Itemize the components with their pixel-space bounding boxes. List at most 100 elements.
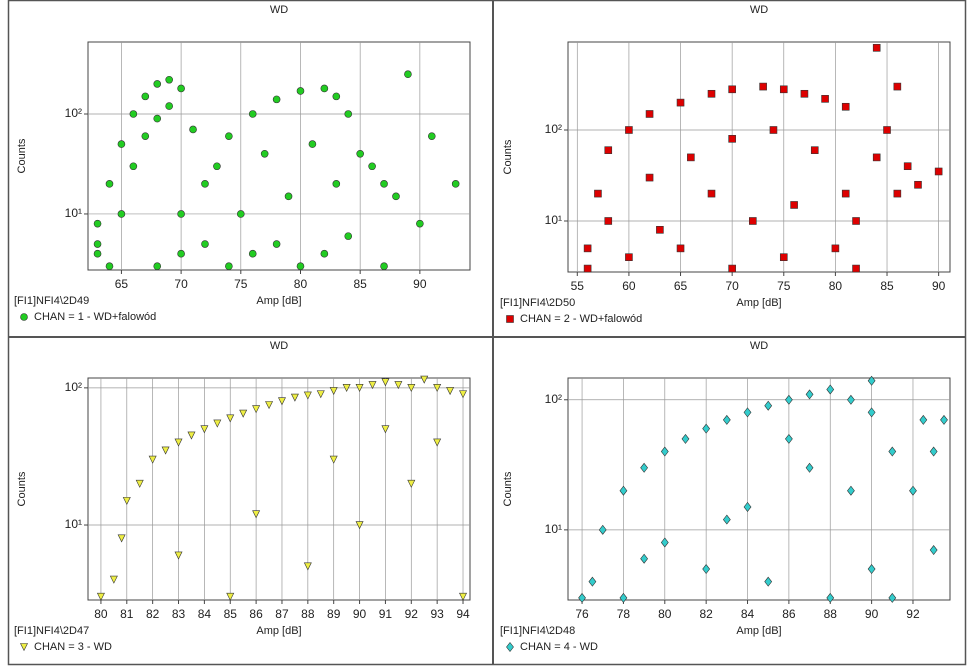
y-axis-label: Counts: [16, 138, 28, 173]
data-point: [404, 70, 412, 79]
x-tick-label: 87: [275, 607, 289, 621]
x-tick-label: 90: [865, 607, 879, 621]
data-point: [852, 217, 860, 225]
legend-marker: [20, 313, 28, 321]
x-tick-label: 86: [782, 607, 796, 621]
data-point: [177, 84, 185, 93]
data-point: [759, 82, 767, 91]
data-point: [265, 401, 274, 410]
y-axis-label: Counts: [502, 471, 514, 506]
plot-area: [87, 377, 471, 601]
data-point: [728, 264, 736, 273]
data-point: [645, 173, 654, 182]
data-point: [893, 189, 902, 198]
data-point: [252, 510, 261, 519]
x-tick-label: 88: [301, 607, 315, 621]
chart-title: WD: [750, 4, 768, 16]
y-tick-label: 10¹: [65, 206, 82, 220]
x-tick-label: 70: [174, 277, 188, 291]
data-point: [141, 92, 150, 101]
data-point: [883, 126, 891, 134]
data-point: [681, 433, 690, 444]
chart-title: WD: [270, 340, 288, 352]
data-point: [826, 592, 835, 603]
data-point: [619, 485, 628, 496]
data-point: [161, 446, 170, 455]
data-point: [117, 534, 126, 543]
data-point: [790, 201, 798, 209]
data-point: [867, 564, 876, 575]
x-tick-label: 80: [829, 279, 843, 293]
data-point: [728, 135, 736, 143]
data-point: [344, 232, 353, 240]
data-point: [660, 537, 669, 548]
data-point: [847, 485, 855, 496]
plot-area: [87, 41, 471, 271]
y-tick-label: 10¹: [545, 522, 562, 536]
data-point: [433, 384, 442, 393]
data-point: [117, 210, 126, 218]
y-axis-label: Counts: [502, 139, 514, 174]
data-point: [96, 592, 105, 601]
data-point: [368, 381, 377, 390]
data-point: [392, 192, 400, 201]
legend-marker: [506, 315, 514, 323]
data-point: [743, 501, 752, 512]
data-point: [625, 126, 633, 134]
data-point: [594, 189, 602, 198]
data-point: [135, 479, 144, 488]
data-point: [598, 524, 607, 535]
x-axis-label: Amp [dB]: [256, 295, 301, 307]
data-point: [213, 419, 222, 428]
data-point: [189, 125, 197, 134]
x-tick-label: 90: [413, 277, 427, 291]
data-point: [200, 425, 209, 434]
x-tick-label: 82: [699, 607, 713, 621]
data-point: [619, 592, 628, 603]
data-point: [248, 249, 257, 258]
x-tick-label: 55: [571, 279, 585, 293]
data-point: [604, 146, 613, 154]
legend-marker: [506, 642, 514, 652]
data-point: [764, 400, 773, 411]
data-point: [919, 414, 928, 425]
data-point: [165, 75, 173, 84]
x-tick-label: 81: [120, 607, 134, 621]
data-point: [416, 219, 424, 228]
x-tick-label: 85: [880, 279, 894, 293]
data-point: [583, 264, 592, 273]
data-point: [743, 407, 752, 418]
data-point: [821, 95, 829, 103]
data-point: [316, 390, 325, 399]
data-point: [779, 85, 788, 94]
data-point: [329, 455, 338, 464]
data-point: [277, 397, 286, 406]
data-point: [872, 44, 881, 52]
data-point: [872, 153, 881, 162]
data-point: [656, 226, 664, 234]
data-point: [260, 149, 269, 158]
data-point: [893, 82, 902, 91]
data-point: [225, 262, 233, 271]
data-point: [407, 384, 416, 393]
data-point: [109, 575, 118, 584]
data-point: [201, 180, 209, 188]
source-label: [FI1]NFI4\2D50: [500, 297, 575, 309]
x-tick-label: 88: [824, 607, 838, 621]
data-point: [381, 378, 390, 387]
data-point: [153, 262, 162, 271]
x-tick-label: 60: [622, 279, 636, 293]
data-point: [329, 387, 338, 396]
chart-title: WD: [750, 340, 768, 352]
data-point: [122, 497, 131, 506]
data-point: [640, 462, 648, 473]
data-point: [722, 514, 731, 525]
data-point: [225, 132, 233, 140]
y-axis-label: Counts: [16, 471, 28, 506]
legend-label: CHAN = 2 - WD+falowód: [520, 313, 642, 325]
data-point: [769, 126, 778, 134]
data-point: [226, 414, 235, 423]
x-tick-label: 75: [777, 279, 791, 293]
data-point: [588, 576, 597, 587]
data-point: [342, 384, 351, 393]
